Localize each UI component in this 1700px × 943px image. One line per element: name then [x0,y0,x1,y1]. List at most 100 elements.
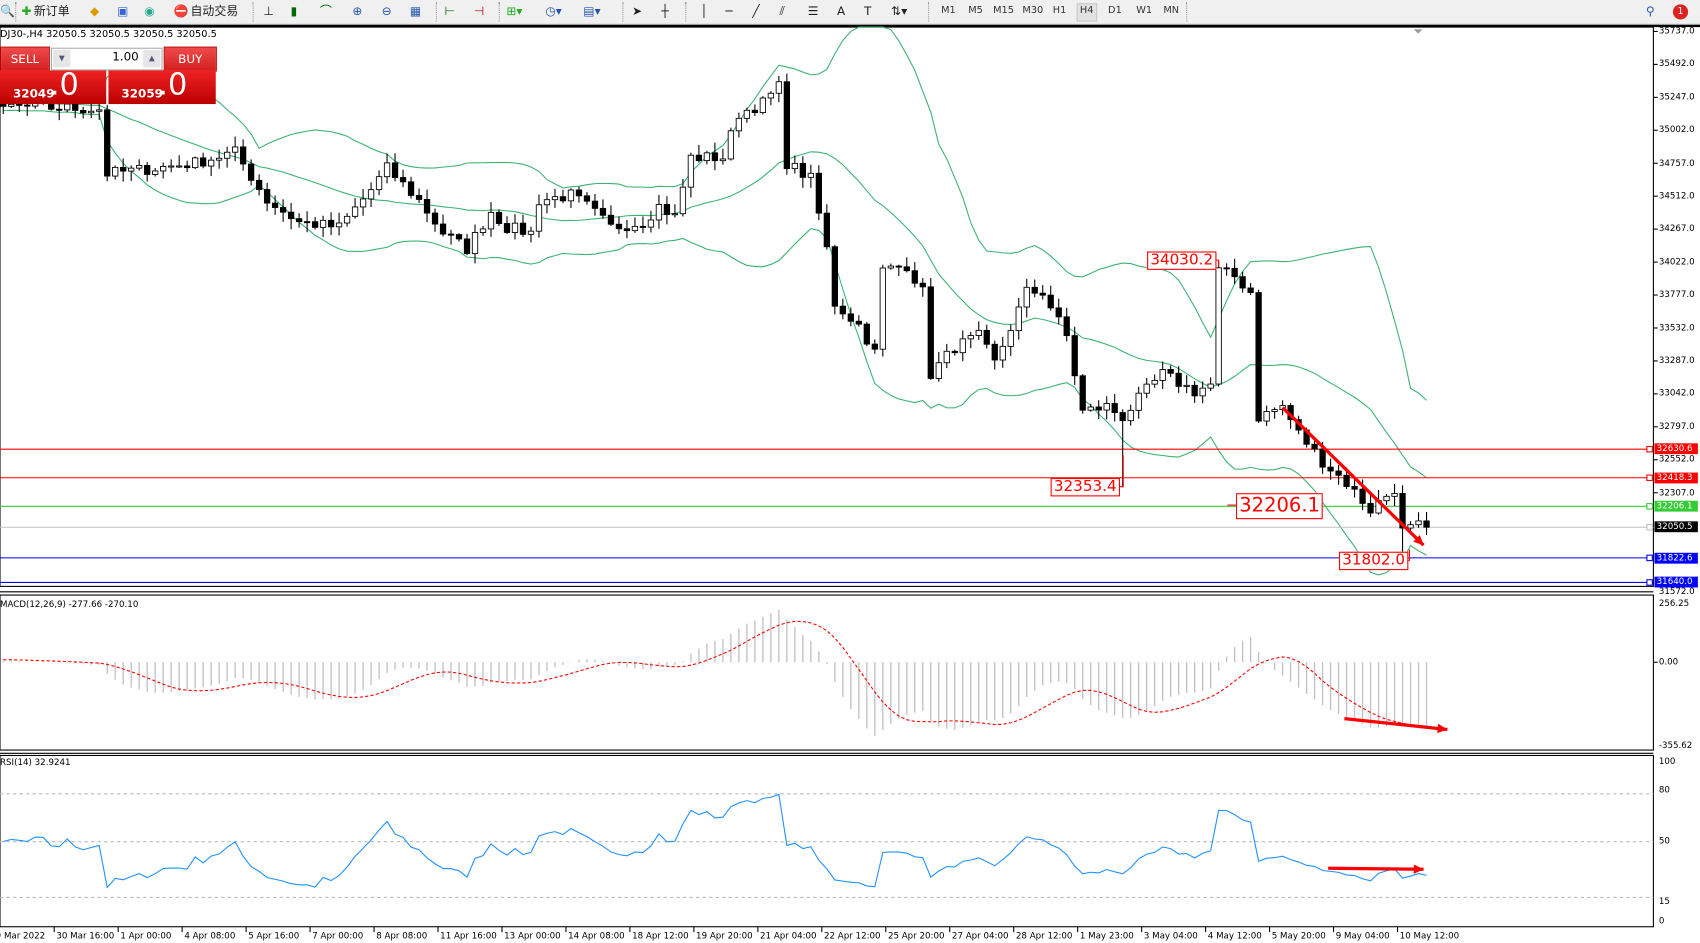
new-order-button[interactable]: ✚ 新订单 [22,2,70,20]
bullish-candle [743,109,751,119]
fibonacci-icon[interactable]: ☰ [807,4,819,19]
bearish-candle [1359,488,1366,504]
bar-chart-icon[interactable]: ⊥ [263,4,274,19]
notification-badge: 1 [1672,3,1689,19]
sell-price-box[interactable]: 32049 .0 [0,66,107,105]
timeframe-d1[interactable]: D1 [1108,5,1122,17]
buy-price-box[interactable]: 32059 .0 [108,66,216,105]
zoom-out-icon[interactable]: ⊖ [381,4,392,19]
timeframe-m1[interactable]: M1 [941,5,956,17]
time-axis-label: 14 Apr 08:00 [568,931,625,941]
navigator-icon[interactable]: ▣ [117,4,129,19]
trendline-icon[interactable]: ╱ [752,4,760,19]
bearish-candle [1063,316,1070,337]
bearish-candle [991,343,998,361]
time-axis-label: 27 Apr 04:00 [951,931,1009,941]
timeframe-m30[interactable]: M30 [1022,5,1044,17]
lot-size-input[interactable]: 1.00 [112,49,139,64]
crosshair-icon[interactable]: ┼ [661,4,669,19]
lot-decrease-button[interactable]: ▼ [53,49,71,68]
price-level-tag: 32206.1 [1654,500,1698,512]
auto-trading-button[interactable]: ⛔ 自动交易 [173,2,238,20]
vertical-line-icon[interactable]: │ [700,4,708,19]
templates-icon[interactable]: ▤▾ [583,4,601,19]
text-label-icon[interactable]: T [864,4,872,19]
lot-size-stepper[interactable]: ▼ 1.00 ▲ [50,47,163,71]
horizontal-line-icon[interactable]: ─ [725,4,733,19]
bearish-candle [255,179,263,190]
bearish-candle [951,350,958,354]
bearish-candle [200,157,207,167]
notification-icon[interactable]: 1 [1672,2,1689,20]
bearish-candle [1335,470,1342,476]
zoom-in-icon[interactable]: ⊕ [352,4,363,19]
sell-button[interactable]: SELL [0,46,50,72]
bullish-candle [8,103,15,107]
price-annotation-recent-low[interactable]: 31802.0 [1338,551,1409,571]
time-axis-label: 30 Mar 16:00 [56,931,115,941]
bearish-candle [1239,276,1246,289]
equidistant-channel-icon[interactable]: ⫽ [779,4,785,19]
chart-shift-icon[interactable]: ⊢ [444,4,455,19]
bullish-candle [1415,520,1422,526]
signals-icon[interactable]: ◉ [144,4,155,19]
bearish-candle [903,266,910,272]
price-axis-label: 35247.0 [1658,91,1695,102]
bullish-candle [471,232,479,255]
bearish-candle [831,246,838,307]
price-axis-label: 35492.0 [1658,58,1695,69]
candlestick-icon[interactable]: ▮ [290,4,298,19]
timeframe-h4[interactable]: H4 [1076,3,1097,22]
bearish-candle [279,207,287,213]
bullish-candle [136,164,143,169]
tile-windows-icon[interactable]: ▦ [409,4,422,19]
bearish-candle [615,223,623,230]
toolbar-separator [252,2,255,22]
bearish-candle [439,223,447,235]
buy-button[interactable]: BUY [163,46,217,72]
search-icon[interactable]: ⚲ [1645,4,1655,19]
toolbar-separator [685,2,687,22]
bullish-candle [208,159,215,167]
chart-shift-marker [1413,29,1423,34]
price-axis-label: 34267.0 [1658,223,1695,234]
timeframe-mn[interactable]: MN [1163,5,1180,17]
line-chart-icon[interactable]: ⌒ [319,4,332,19]
market-watch-icon[interactable]: ◆ [89,4,100,19]
price-line-handle [1646,474,1653,482]
bearish-candle [415,194,423,200]
macd-signal-line [3,620,1427,727]
bearish-candle [583,195,591,202]
timeframe-m15[interactable]: M15 [993,5,1014,17]
time-axis-label: 8 Apr 08:00 [376,931,428,941]
bearish-candle [695,154,703,162]
bearish-candle [751,109,759,114]
bullish-candle [687,154,695,188]
price-axis-label: 33532.0 [1658,322,1695,333]
timeframe-w1[interactable]: W1 [1136,5,1153,17]
macd-axis-max: 256.25 [1658,598,1690,609]
bullish-candle [375,176,383,191]
cursor-icon[interactable]: ➤ [632,4,643,19]
arrows-icon[interactable]: ⇅▾ [891,4,908,19]
price-annotation-low[interactable]: 32353.4 [1050,477,1120,497]
time-axis-label: 13 Apr 00:00 [504,931,561,941]
search-icon[interactable]: 🔍 [0,4,15,19]
bearish-candle [871,343,878,350]
bearish-candle [1255,292,1262,422]
price-axis-label: 32552.0 [1658,454,1695,465]
timeframe-h1[interactable]: H1 [1052,5,1067,17]
auto-trading-icon: ⛔ [173,4,189,19]
lot-increase-button[interactable]: ▲ [143,49,161,68]
time-axis-label: 25 Apr 20:00 [887,931,945,941]
price-annotation-high[interactable]: 34030.2 [1147,251,1217,270]
indicators-icon[interactable]: ⊞▾ [506,4,523,19]
text-icon[interactable]: A [837,4,846,19]
periods-icon[interactable]: ◷▾ [545,4,562,19]
autoscroll-icon[interactable]: ⊣ [473,4,485,19]
timeframe-m5[interactable]: M5 [968,5,983,17]
bullish-candle [1215,267,1222,385]
price-annotation-level[interactable]: 32206.1 [1235,493,1324,520]
bullish-candle [479,228,487,233]
